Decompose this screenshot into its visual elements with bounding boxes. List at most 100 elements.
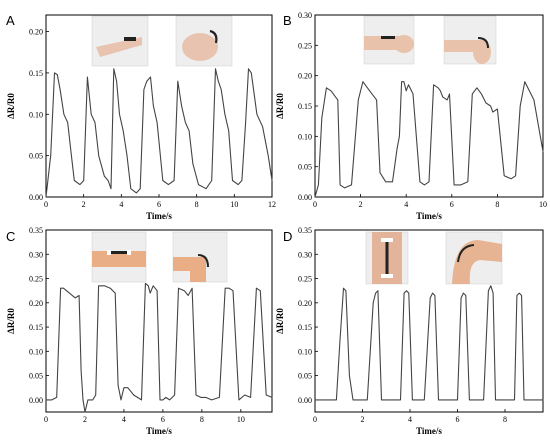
x-axis-label: Time/s bbox=[146, 211, 172, 221]
electrode-pad bbox=[127, 250, 131, 255]
x-tick-label: 0 bbox=[313, 415, 317, 424]
panel-b: B 0 2 4 6 8 10 0.00 0.05 0.10 0.15 0.20 0.25 0.30 Time… bbox=[275, 11, 547, 221]
y-tick-label: 0.00 bbox=[298, 193, 312, 202]
x-axis-label: Time/s bbox=[416, 426, 442, 436]
y-tick-label: 0.35 bbox=[29, 226, 43, 235]
inset-wrist-straight bbox=[363, 15, 415, 65]
plot-frame bbox=[45, 14, 273, 198]
y-tick-label: 0.35 bbox=[298, 226, 312, 235]
series-line-0 bbox=[314, 285, 544, 401]
electrode-pad bbox=[381, 238, 393, 242]
x-tick-label: 0 bbox=[44, 200, 48, 209]
x-tick-label: 4 bbox=[122, 415, 126, 424]
hand-shape bbox=[394, 35, 414, 53]
x-tick-label: 10 bbox=[539, 200, 547, 209]
panel-letter: D bbox=[283, 229, 292, 244]
x-tick-label: 10 bbox=[230, 200, 238, 209]
panel-a: A 0 2 4 6 8 10 12 0.00 0.05 0.10 0.15 0.20 Time/s ΔR/R… bbox=[6, 13, 276, 221]
y-axis-label: ΔR/R0 bbox=[6, 93, 16, 119]
panel-letter: A bbox=[6, 13, 15, 28]
x-tick-label: 8 bbox=[503, 415, 507, 424]
sensor-strip bbox=[109, 251, 129, 254]
y-tick-label: 0.05 bbox=[298, 163, 312, 172]
x-tick-label: 12 bbox=[268, 200, 276, 209]
x-tick-label: 2 bbox=[359, 200, 363, 209]
y-tick-label: 0.10 bbox=[298, 347, 312, 356]
inset-finger-straight bbox=[91, 15, 149, 67]
panel-letter: C bbox=[6, 229, 15, 244]
y-tick-label: 0.10 bbox=[29, 347, 43, 356]
x-tick-label: 0 bbox=[44, 415, 48, 424]
series-line-0 bbox=[45, 282, 273, 413]
y-tick-label: 0.30 bbox=[29, 250, 43, 259]
plot-frame bbox=[45, 229, 273, 413]
x-tick-label: 8 bbox=[200, 415, 204, 424]
x-tick-label: 6 bbox=[456, 415, 460, 424]
x-tick-label: 6 bbox=[157, 200, 161, 209]
x-tick-label: 4 bbox=[404, 200, 408, 209]
sensor-strip bbox=[209, 29, 218, 44]
inset-knee-bent bbox=[445, 231, 503, 285]
electrode-pad bbox=[107, 250, 111, 255]
inset-elbow-bent bbox=[172, 231, 228, 283]
y-tick-label: 0.05 bbox=[298, 372, 312, 381]
y-tick-label: 0.20 bbox=[29, 299, 43, 308]
y-tick-label: 0.30 bbox=[298, 11, 312, 20]
x-tick-label: 2 bbox=[82, 200, 86, 209]
panel-c: C 0 2 4 6 8 10 0.00 0.05 0.10 0.15 0.20 0.25 0.30 0.35… bbox=[6, 226, 273, 436]
x-tick-label: 8 bbox=[195, 200, 199, 209]
series-line-0 bbox=[45, 68, 273, 198]
y-tick-label: 0.25 bbox=[298, 41, 312, 50]
hand-shape bbox=[182, 33, 218, 61]
inset-knee-straight bbox=[365, 231, 409, 285]
y-tick-label: 0.15 bbox=[29, 323, 43, 332]
leg-shape bbox=[452, 240, 502, 284]
y-tick-label: 0.10 bbox=[29, 110, 43, 119]
y-tick-label: 0.20 bbox=[298, 72, 312, 81]
series-line-0 bbox=[314, 81, 544, 198]
x-axis-label: Time/s bbox=[146, 426, 172, 436]
y-tick-label: 0.15 bbox=[298, 102, 312, 111]
electrode-pad bbox=[381, 274, 393, 278]
sensor-strip bbox=[385, 240, 389, 276]
sensor-strip bbox=[381, 36, 395, 39]
panel-d: D 0 2 4 6 8 0.00 0.05 0.10 0.15 0.20 0.25 0.30 0.35 Ti… bbox=[275, 226, 544, 436]
y-tick-label: 0.30 bbox=[298, 250, 312, 259]
panel-letter: B bbox=[283, 13, 292, 28]
sensor-strip bbox=[457, 244, 475, 263]
inset-finger-bent bbox=[175, 15, 233, 67]
y-tick-label: 0.15 bbox=[29, 69, 43, 78]
y-tick-label: 0.05 bbox=[29, 152, 43, 161]
sensor-strip bbox=[477, 37, 489, 49]
y-tick-label: 0.20 bbox=[29, 28, 43, 37]
hand-shape bbox=[96, 37, 142, 57]
y-axis-label: ΔR/R0 bbox=[6, 308, 16, 334]
x-tick-label: 6 bbox=[450, 200, 454, 209]
y-axis-label: ΔR/R0 bbox=[275, 93, 285, 119]
y-tick-label: 0.10 bbox=[298, 132, 312, 141]
x-tick-label: 4 bbox=[119, 200, 123, 209]
y-axis-label: ΔR/R0 bbox=[275, 308, 285, 334]
y-tick-label: 0.05 bbox=[29, 372, 43, 381]
sensor-strip bbox=[197, 254, 209, 268]
inset-elbow-straight bbox=[91, 231, 147, 283]
x-tick-label: 8 bbox=[495, 200, 499, 209]
arm-shape bbox=[92, 251, 146, 267]
x-axis-label: Time/s bbox=[416, 211, 442, 221]
y-tick-label: 0.00 bbox=[29, 193, 43, 202]
plot-frame bbox=[314, 14, 544, 198]
x-tick-label: 4 bbox=[408, 415, 412, 424]
inset-wrist-bent bbox=[443, 15, 497, 65]
plot-frame bbox=[314, 229, 544, 413]
y-tick-label: 0.00 bbox=[298, 396, 312, 405]
arm-shape bbox=[444, 40, 482, 52]
sensor-strip bbox=[124, 37, 136, 41]
x-tick-label: 0 bbox=[313, 200, 317, 209]
y-tick-label: 0.00 bbox=[29, 396, 43, 405]
y-tick-label: 0.20 bbox=[298, 299, 312, 308]
x-tick-label: 2 bbox=[83, 415, 87, 424]
x-tick-label: 10 bbox=[237, 415, 245, 424]
y-tick-label: 0.15 bbox=[298, 323, 312, 332]
hand-shape bbox=[473, 40, 491, 64]
